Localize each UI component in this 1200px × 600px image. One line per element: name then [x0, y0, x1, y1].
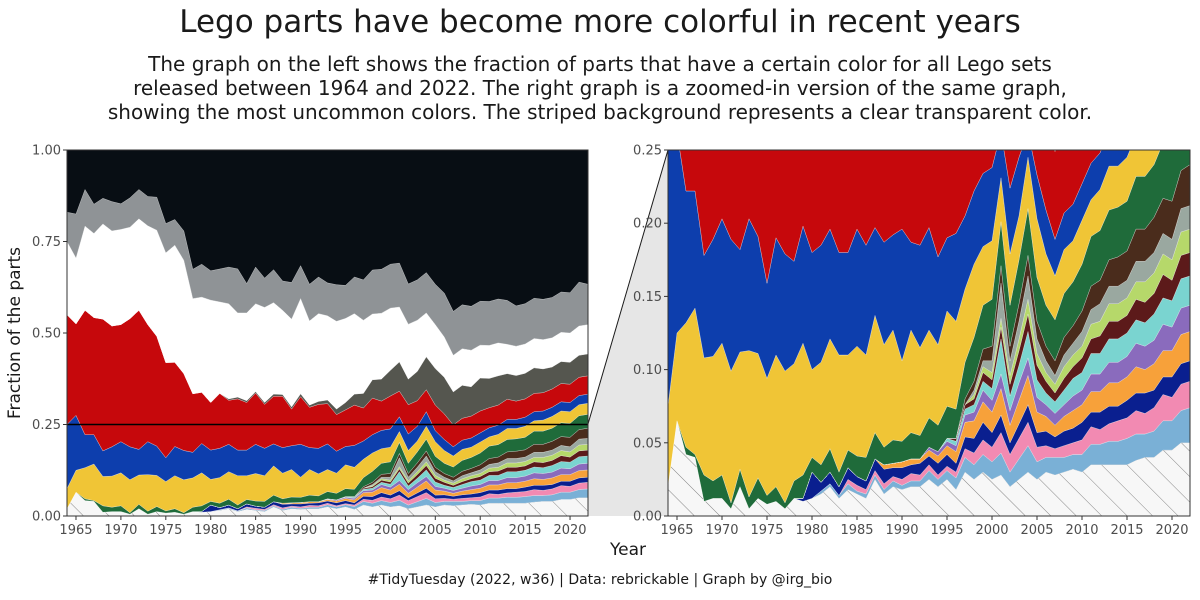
x-tick-label: 1980 — [795, 523, 828, 538]
y-tick-label: 1.00 — [32, 144, 61, 159]
x-tick-label: 1970 — [705, 523, 738, 538]
chart-caption: #TidyTuesday (2022, w36) | Data: rebrick… — [367, 572, 833, 588]
x-tick-label: 1965 — [660, 523, 693, 538]
y-tick-label: 0.50 — [32, 327, 61, 342]
y-tick-label: 0.15 — [633, 290, 662, 305]
y-tick-label: 0.00 — [633, 510, 662, 525]
x-tick-label: 1975 — [750, 523, 783, 538]
x-tick-label: 1975 — [149, 523, 182, 538]
y-tick-label: 0.00 — [32, 510, 61, 525]
x-tick-label: 2015 — [1110, 523, 1143, 538]
axes: 1965 1970 1975 1980 1985 1990 1995 2000 2005 2010… — [32, 144, 1189, 539]
x-tick-label: 1995 — [930, 523, 963, 538]
x-tick-label: 2000 — [975, 523, 1008, 538]
x-tick-label: 2020 — [553, 523, 586, 538]
x-tick-label: 2005 — [1020, 523, 1053, 538]
area-right-color-15 — [1054, 150, 1056, 152]
chart-subtitle: The graph on the left shows the fraction… — [0, 52, 1200, 124]
zoom-connector-line — [587, 149, 669, 425]
x-axis-title: Year — [609, 540, 646, 560]
x-tick-label: 2000 — [374, 523, 407, 538]
y-tick-label: 0.05 — [633, 436, 662, 451]
y-axis-title: Fraction of the parts — [5, 247, 25, 419]
right-panel-border — [667, 149, 1191, 517]
area-left-color-17 — [67, 189, 588, 356]
y-tick-label: 0.20 — [633, 217, 662, 232]
y-tick-label: 0.25 — [633, 144, 662, 159]
right-panel — [668, 150, 1190, 516]
x-tick-label: 2005 — [419, 523, 452, 538]
subtitle-line-2: released between 1964 and 2022. The righ… — [133, 76, 1067, 100]
subtitle-line-3: showing the most uncommon colors. The st… — [107, 100, 1093, 124]
x-tick-label: 1985 — [840, 523, 873, 538]
y-tick-label: 0.75 — [32, 235, 61, 250]
x-tick-label: 1995 — [329, 523, 362, 538]
chart-title: Lego parts have become more colorful in … — [179, 4, 1021, 40]
x-tick-label: 2020 — [1155, 523, 1188, 538]
area-right-color-14 — [668, 150, 1102, 284]
area-right-color-0 — [668, 420, 1190, 516]
x-tick-label: 2015 — [509, 523, 542, 538]
x-tick-label: 1965 — [59, 523, 92, 538]
zoom-connector — [588, 150, 668, 516]
subtitle-line-1: The graph on the left shows the fraction… — [148, 52, 1052, 76]
left-panel — [67, 150, 588, 516]
x-tick-label: 1985 — [239, 523, 272, 538]
x-tick-label: 1980 — [194, 523, 227, 538]
x-tick-label: 1990 — [284, 523, 317, 538]
x-tick-label: 1990 — [885, 523, 918, 538]
y-tick-label: 0.25 — [32, 418, 61, 433]
area-left-color-0 — [67, 492, 588, 516]
x-tick-label: 2010 — [464, 523, 497, 538]
x-tick-label: 1970 — [104, 523, 137, 538]
x-tick-label: 2010 — [1065, 523, 1098, 538]
y-tick-label: 0.10 — [633, 363, 662, 378]
